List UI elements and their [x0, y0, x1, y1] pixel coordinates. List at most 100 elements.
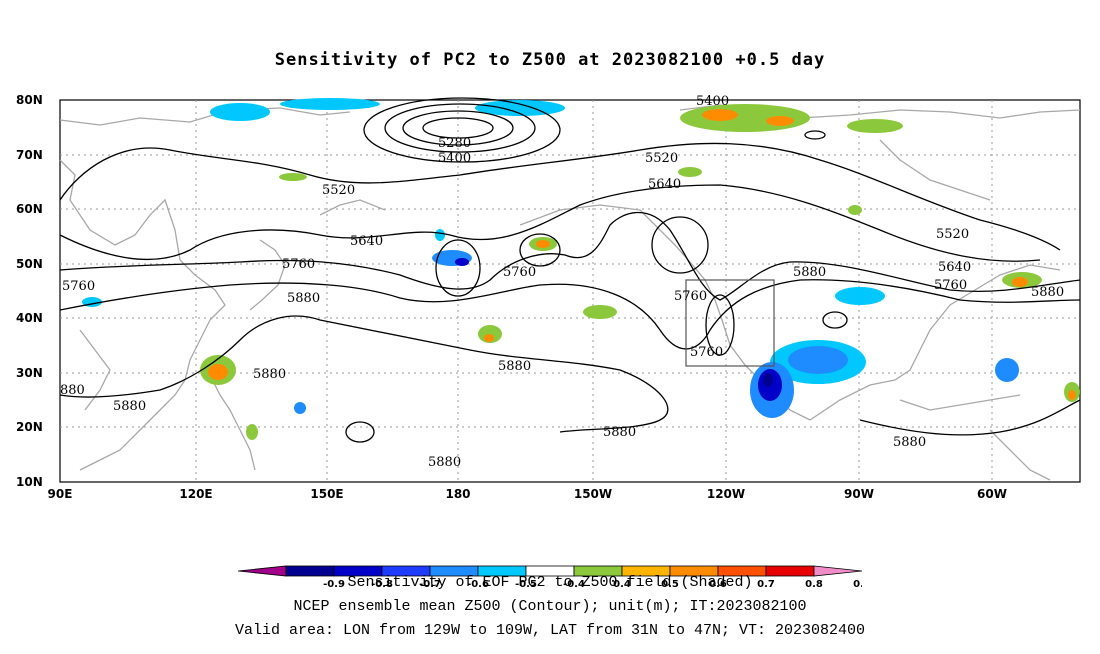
lon-label: 180 [445, 487, 470, 501]
contour-5280 [402, 110, 514, 146]
contour-5640 [59, 184, 1041, 262]
contour-5880-south [59, 315, 669, 433]
shade-blue-4 [435, 229, 445, 241]
contour-label: 5760 [690, 345, 723, 360]
lat-label: 10N [16, 475, 43, 489]
shade-orange-7 [1068, 390, 1076, 400]
shade-blue-2 [280, 98, 380, 110]
shade-green-4 [678, 167, 702, 177]
chart-title: Sensitivity of PC2 to Z500 at 2023082100… [274, 50, 826, 70]
lon-label: 150W [574, 487, 612, 501]
lon-label: 60W [977, 487, 1007, 501]
shade-blue-dark-1 [455, 258, 469, 266]
shade-orange-5 [208, 364, 228, 380]
colorbar-tick-label: -0.8 [371, 579, 393, 590]
coast-caribbean [899, 394, 1021, 411]
colorbar-tick-label: 0.8 [805, 579, 823, 590]
lat-label: 50N [16, 257, 43, 271]
colorbar-tick-label: -0.7 [419, 579, 441, 590]
contour-high-ne [822, 311, 848, 329]
shade-green-7 [583, 305, 617, 319]
footer-line-2: NCEP ensemble mean Z500 (Contour); unit(… [293, 598, 807, 615]
colorbar-tick-label: -0.4 [563, 579, 585, 590]
contour-label: 5760 [282, 257, 315, 272]
lat-label: 20N [16, 420, 43, 434]
lat-label: 60N [16, 202, 43, 216]
colorbar-tick-label: -0.6 [467, 579, 489, 590]
contour-5520 [59, 142, 1061, 251]
shade-blue-8 [835, 287, 885, 305]
contour-5400 [363, 97, 561, 163]
shade-green-3 [279, 173, 307, 181]
shade-blue-12 [995, 358, 1019, 382]
contour-label: 5760 [503, 265, 536, 280]
shade-orange-3 [536, 240, 550, 248]
contour-label: 5760 [934, 278, 967, 293]
contour-label: 5520 [645, 151, 678, 166]
coast-east-asia [59, 159, 226, 471]
contour-5880-north [59, 279, 1081, 350]
contour-5760 [59, 212, 1081, 301]
contour-label: 5880 [253, 367, 286, 382]
map-frame [59, 99, 1081, 483]
contour-label: 5640 [350, 234, 383, 249]
shade-green-8 [478, 325, 502, 343]
contour-label: 5760 [674, 289, 707, 304]
coast-kamchatka [319, 199, 386, 216]
contour-low-160w [519, 233, 561, 267]
valid-area-box [685, 279, 775, 367]
contour-label: 5880 [1031, 285, 1064, 300]
lat-label: 70N [16, 148, 43, 162]
colorbar-tick-label: -0.9 [323, 579, 345, 590]
contour-label: 5880 [113, 399, 146, 414]
shade-green-2 [847, 119, 903, 133]
contour-5280-inner [422, 117, 494, 139]
coast-hudson [879, 139, 991, 201]
shade-blue-10 [788, 346, 848, 374]
contour-label: 5520 [936, 227, 969, 242]
contour-5340 [384, 103, 536, 153]
latitude-labels: 80N 70N 60N 50N 40N 30N 20N 10N [16, 93, 43, 489]
contour-label: 5760 [62, 279, 95, 294]
shade-orange-6 [1012, 277, 1028, 287]
contour-label: 5880 [893, 435, 926, 450]
colorbar-tick-label: 0.7 [757, 579, 775, 590]
z500-contours [59, 97, 1081, 443]
contour-label: 5880 [287, 291, 320, 306]
shade-orange-4 [484, 334, 494, 342]
contour-5880-east [859, 399, 1081, 436]
coast-siberia [59, 107, 351, 126]
lon-label: 90E [48, 487, 73, 501]
contour-5760-low [705, 294, 735, 356]
contour-label: 5880 [603, 425, 636, 440]
footer-line-3: Valid area: LON from 129W to 109W, LAT f… [234, 622, 866, 639]
lon-label: 150E [310, 487, 343, 501]
lon-label: 120W [707, 487, 745, 501]
contour-label: 5400 [438, 151, 471, 166]
shaded-sensitivity [82, 98, 1080, 440]
coastlines [59, 104, 1081, 481]
contour-label: 5280 [438, 136, 471, 151]
shade-orange-2 [766, 116, 794, 126]
shade-orange-1 [702, 109, 738, 121]
lat-label: 30N [16, 366, 43, 380]
colorbar-tick-label: 0.4 [613, 579, 631, 590]
contour-label: 5400 [696, 94, 729, 109]
colorbar-tick-label: 0.5 [661, 579, 679, 590]
coast-south-america [989, 429, 1051, 481]
lat-label: 80N [16, 93, 43, 107]
lat-label: 40N [16, 311, 43, 325]
contour-label: 5880 [793, 265, 826, 280]
colorbar-arrow-right [813, 565, 863, 577]
contour-label: 880 [60, 383, 85, 398]
shade-blue-7 [294, 402, 306, 414]
colorbar-tick-label: 0.6 [709, 579, 727, 590]
shade-green-10 [246, 424, 258, 440]
footer-line-1: Sensitivity of EOF PC2 to Z500 field (Sh… [347, 574, 753, 591]
coast-north-america-east [809, 264, 1061, 421]
contour-label: 5640 [648, 177, 681, 192]
longitude-labels: 90E 120E 150E 180 150W 120W 90W 60W [48, 487, 1007, 501]
coast-philippines [209, 374, 256, 471]
